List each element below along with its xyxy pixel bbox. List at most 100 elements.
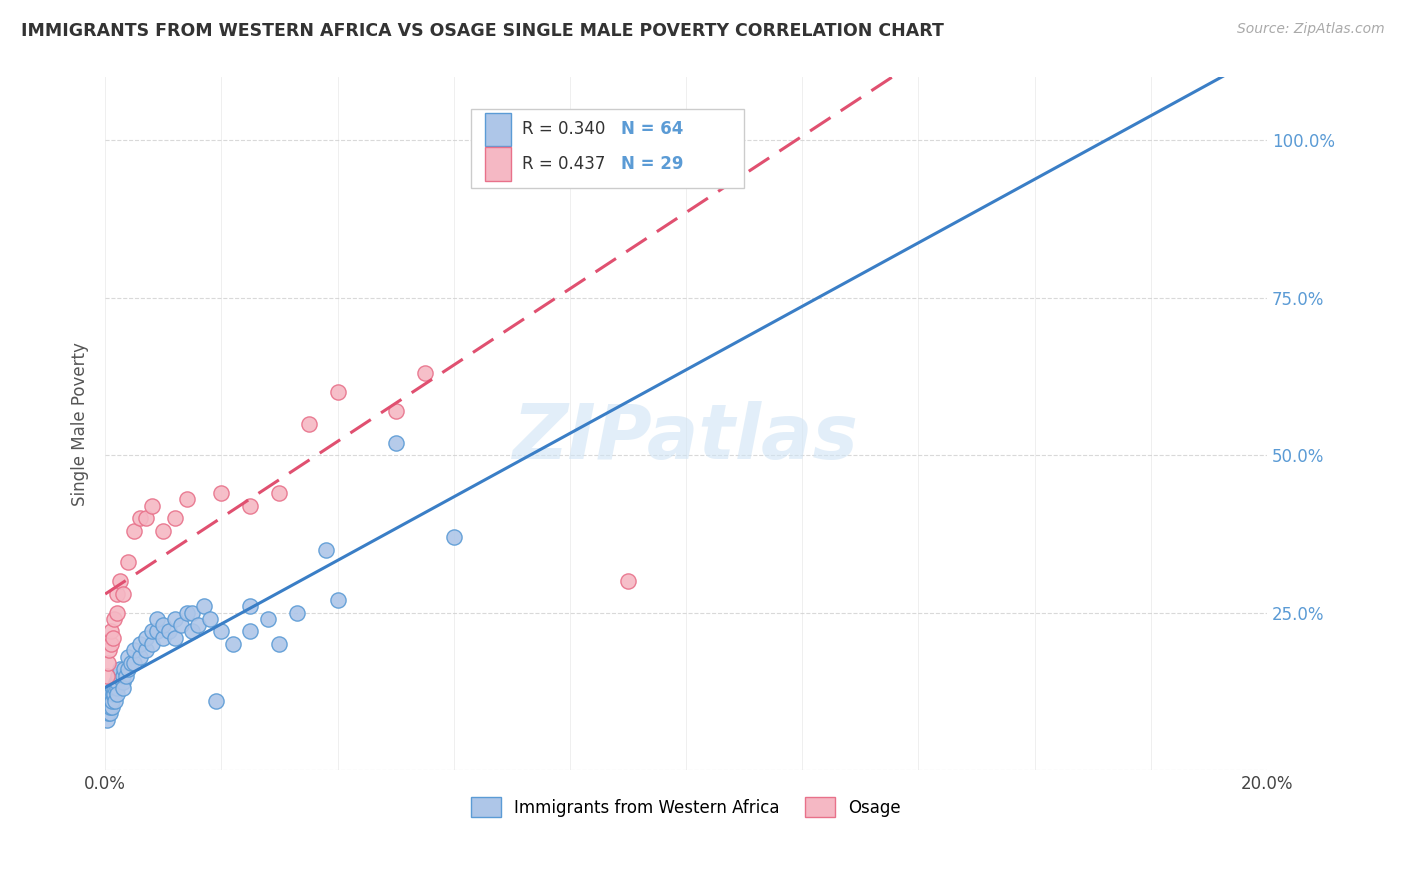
Point <box>326 385 349 400</box>
Point <box>122 524 145 538</box>
FancyBboxPatch shape <box>485 147 510 181</box>
Point <box>120 656 142 670</box>
Point <box>97 656 120 670</box>
Point <box>105 681 128 695</box>
Point <box>135 643 157 657</box>
Point <box>384 435 406 450</box>
Point <box>105 587 128 601</box>
Point <box>163 612 186 626</box>
Text: R = 0.340: R = 0.340 <box>522 120 606 138</box>
Point <box>112 662 135 676</box>
Point <box>100 700 122 714</box>
Point <box>100 624 122 639</box>
Point <box>152 524 174 538</box>
Point <box>101 688 124 702</box>
Point <box>471 146 494 161</box>
Point <box>96 668 118 682</box>
Point <box>100 694 122 708</box>
Point <box>101 694 124 708</box>
Point <box>104 674 127 689</box>
Point <box>105 674 128 689</box>
Point <box>135 631 157 645</box>
Point <box>111 668 134 682</box>
Point <box>384 404 406 418</box>
Point <box>103 681 125 695</box>
Point <box>108 574 131 588</box>
Point <box>176 492 198 507</box>
Y-axis label: Single Male Poverty: Single Male Poverty <box>72 342 89 506</box>
Point <box>96 706 118 721</box>
Text: R = 0.437: R = 0.437 <box>522 155 606 173</box>
Point <box>141 637 163 651</box>
Point <box>135 511 157 525</box>
Point <box>117 555 139 569</box>
Point <box>209 486 232 500</box>
Point <box>239 599 262 614</box>
Point <box>100 688 122 702</box>
Point <box>100 700 122 714</box>
FancyBboxPatch shape <box>471 109 744 188</box>
Point <box>107 668 129 682</box>
Point <box>530 146 553 161</box>
Point <box>239 624 262 639</box>
Point <box>103 681 125 695</box>
Point <box>443 530 465 544</box>
Point <box>100 637 122 651</box>
FancyBboxPatch shape <box>485 112 510 146</box>
Point <box>105 688 128 702</box>
Point <box>163 631 186 645</box>
Point <box>129 637 152 651</box>
Point <box>117 662 139 676</box>
Point <box>146 612 169 626</box>
Point <box>193 599 215 614</box>
Point <box>617 574 640 588</box>
Point <box>157 624 180 639</box>
Point <box>101 631 124 645</box>
Point <box>198 612 221 626</box>
Point <box>181 606 204 620</box>
Point <box>98 694 121 708</box>
Point <box>96 713 118 727</box>
Point <box>97 700 120 714</box>
Point <box>98 706 121 721</box>
Text: N = 29: N = 29 <box>621 155 683 173</box>
Point <box>163 511 186 525</box>
Point <box>297 417 319 431</box>
Point <box>257 612 280 626</box>
Point <box>122 656 145 670</box>
Point <box>105 606 128 620</box>
Point <box>103 688 125 702</box>
Point <box>97 700 120 714</box>
Point <box>204 694 226 708</box>
Point <box>114 668 136 682</box>
Point <box>285 606 308 620</box>
Text: ZIPatlas: ZIPatlas <box>513 401 859 475</box>
Text: Source: ZipAtlas.com: Source: ZipAtlas.com <box>1237 22 1385 37</box>
Point <box>111 587 134 601</box>
Point <box>117 649 139 664</box>
Point <box>98 643 121 657</box>
Point <box>103 612 125 626</box>
Text: N = 64: N = 64 <box>621 120 683 138</box>
Point <box>152 618 174 632</box>
Point <box>269 486 291 500</box>
Point <box>111 674 134 689</box>
Point <box>122 643 145 657</box>
Point <box>176 606 198 620</box>
Text: IMMIGRANTS FROM WESTERN AFRICA VS OSAGE SINGLE MALE POVERTY CORRELATION CHART: IMMIGRANTS FROM WESTERN AFRICA VS OSAGE … <box>21 22 943 40</box>
Point <box>108 662 131 676</box>
Legend: Immigrants from Western Africa, Osage: Immigrants from Western Africa, Osage <box>464 790 908 824</box>
Point <box>181 624 204 639</box>
Point <box>104 694 127 708</box>
Point <box>222 637 245 651</box>
Point <box>111 681 134 695</box>
Point <box>239 499 262 513</box>
Point <box>152 631 174 645</box>
Point <box>141 499 163 513</box>
Point <box>269 637 291 651</box>
Point <box>413 367 436 381</box>
Point <box>170 618 193 632</box>
Point <box>129 649 152 664</box>
Point <box>187 618 209 632</box>
Point <box>315 542 337 557</box>
